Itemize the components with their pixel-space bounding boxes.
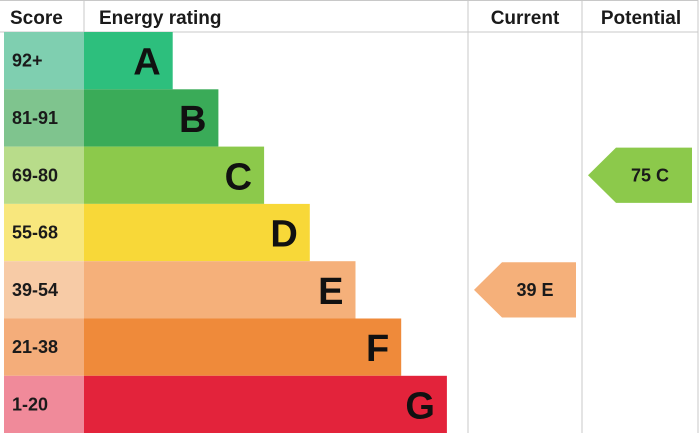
band-bar-a: [84, 32, 173, 90]
band-letter-f: F: [366, 328, 389, 370]
band-a: 92+ A: [4, 32, 173, 90]
current-rating-flag-arrow: [474, 262, 576, 318]
score-range-e: 39-54: [12, 280, 58, 300]
score-cell-d: [4, 203, 84, 262]
band-letter-c: C: [225, 156, 252, 198]
band-bar-g: [84, 375, 447, 433]
band-b: 81-91 B: [4, 89, 219, 147]
band-e: 39-54 E: [4, 261, 356, 319]
score-cell-f: [4, 318, 84, 376]
score-cell-a: [4, 32, 84, 90]
band-g: 1-20 G: [4, 375, 447, 433]
score-range-d: 55-68: [12, 223, 58, 243]
score-range-c: 69-80: [12, 165, 58, 185]
band-letter-g: G: [405, 385, 435, 427]
header-potential: Potential: [601, 8, 681, 29]
potential-rating-flag-arrow: [588, 147, 692, 203]
header-energy-rating: Energy rating: [99, 8, 221, 29]
band-letter-e: E: [318, 271, 343, 313]
band-bar-b: [84, 89, 219, 147]
score-range-f: 21-38: [12, 337, 58, 357]
rating-bands: 92+ A 81-91 B 69-80 C 55-68 D 39-54 E 21-38 F 1-20 G: [4, 32, 447, 433]
band-d: 55-68 D: [4, 203, 310, 262]
band-bar-f: [84, 318, 402, 376]
score-cell-c: [4, 146, 84, 204]
rating-flags: 39 E 75 C: [474, 147, 692, 318]
potential-rating-flag: 75 C: [588, 147, 692, 203]
band-bar-c: [84, 146, 265, 204]
band-bar-e: [84, 261, 356, 319]
band-c: 69-80 C: [4, 146, 265, 204]
potential-rating-flag-label: 75 C: [631, 165, 669, 185]
score-cell-b: [4, 89, 84, 147]
score-cell-g: [4, 375, 84, 433]
score-cell-e: [4, 261, 84, 319]
score-range-b: 81-91: [12, 108, 58, 128]
band-letter-b: B: [179, 99, 206, 141]
header-score: Score: [10, 8, 63, 29]
current-rating-flag: 39 E: [474, 262, 576, 318]
current-rating-flag-label: 39 E: [516, 280, 553, 300]
header-current: Current: [491, 8, 560, 29]
band-bar-d: [84, 203, 310, 262]
score-range-g: 1-20: [12, 394, 48, 414]
band-letter-a: A: [133, 42, 160, 84]
score-range-a: 92+: [12, 51, 43, 71]
band-letter-d: D: [270, 214, 297, 256]
band-f: 21-38 F: [4, 318, 402, 376]
